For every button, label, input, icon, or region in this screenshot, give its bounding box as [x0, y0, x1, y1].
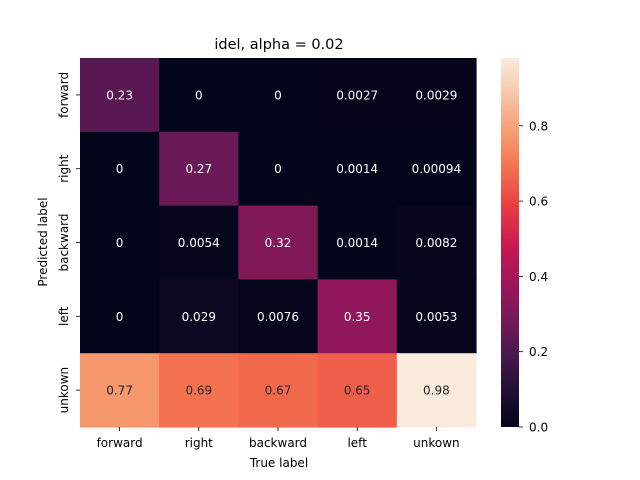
- colorbar-ticks: 0.0 0.2 0.4 0.6 0.8: [519, 119, 548, 435]
- heatmap-cell: [159, 353, 239, 428]
- heatmap-cell: [317, 279, 398, 354]
- y-axis-label: Predicted label: [36, 197, 50, 286]
- y-tick-label: forward: [57, 72, 71, 118]
- heatmap-cell-labels: 0.23 0 0 0.0027 0.0029 0 0.27 0 0.0014 0.00094 0 0.…: [106, 88, 461, 397]
- heatmap-cell-label: 0.69: [185, 384, 212, 398]
- x-tick-label: unkown: [413, 436, 460, 450]
- x-tick-label: left: [347, 436, 367, 450]
- heatmap-cell: [238, 279, 319, 354]
- heatmap-cell-label: 0.0076: [257, 310, 299, 324]
- heatmap-cell-label: 0: [274, 88, 282, 102]
- heatmap-cell-label: 0.67: [265, 384, 292, 398]
- heatmap-cell: [238, 58, 319, 133]
- heatmap-cell-label: 0.0053: [415, 310, 457, 324]
- heatmap-cell: [80, 58, 160, 133]
- heatmap-cell: [159, 279, 239, 354]
- heatmap-cells: [80, 58, 477, 428]
- x-tick-label: forward: [97, 436, 143, 450]
- heatmap-cell-label: 0.27: [185, 162, 212, 176]
- colorbar-tick-label: 0.0: [529, 421, 548, 435]
- heatmap-cell: [396, 58, 477, 133]
- heatmap-cell: [317, 205, 398, 280]
- colorbar-tick-label: 0.8: [529, 119, 548, 133]
- y-tick-label: unkown: [57, 367, 71, 414]
- heatmap-cell-label: 0.32: [265, 236, 292, 250]
- heatmap-cell: [80, 353, 160, 428]
- heatmap-cell-label: 0: [116, 162, 124, 176]
- y-tick-label: left: [57, 306, 71, 326]
- heatmap-cell-label: 0.0082: [415, 236, 457, 250]
- heatmap-cell-label: 0.77: [106, 384, 133, 398]
- heatmap-cell: [238, 353, 319, 428]
- heatmap-cell-label: 0.35: [344, 310, 371, 324]
- heatmap-cell-label: 0.0027: [336, 88, 378, 102]
- heatmap-cell-label: 0.029: [182, 310, 216, 324]
- heatmap-cell: [238, 205, 319, 280]
- heatmap-cell: [317, 353, 398, 428]
- heatmap-cell: [80, 205, 160, 280]
- heatmap-cell-label: 0: [195, 88, 203, 102]
- colorbar: [501, 58, 519, 427]
- heatmap-cell-label: 0.0029: [415, 88, 457, 102]
- x-axis-ticks: forward right backward left unkown: [97, 427, 460, 450]
- heatmap-cell: [80, 131, 160, 207]
- heatmap-cell: [159, 205, 239, 280]
- heatmap-cell: [396, 205, 477, 280]
- heatmap-cell: [317, 131, 398, 207]
- heatmap-cell: [159, 131, 239, 207]
- heatmap-cell-label: 0.00094: [412, 162, 462, 176]
- heatmap-cell: [396, 353, 477, 428]
- colorbar-tick-label: 0.6: [529, 195, 548, 209]
- heatmap-cell: [396, 131, 477, 207]
- heatmap-cell-label: 0: [116, 310, 124, 324]
- heatmap-cell-label: 0.0014: [336, 236, 378, 250]
- y-tick-label: right: [57, 154, 71, 182]
- colorbar-tick-label: 0.4: [529, 270, 548, 284]
- x-tick-label: backward: [249, 436, 307, 450]
- colorbar-tick-label: 0.2: [529, 345, 548, 359]
- heatmap-cell: [396, 279, 477, 354]
- y-tick-label: backward: [57, 213, 71, 271]
- chart-title: idel, alpha = 0.02: [214, 37, 343, 53]
- y-axis-ticks: forward right backward left unkown: [57, 72, 80, 413]
- heatmap-cell-label: 0: [274, 162, 282, 176]
- heatmap-cell-label: 0.65: [344, 384, 371, 398]
- heatmap-cell-label: 0.98: [423, 384, 450, 398]
- x-axis-label: True label: [249, 456, 308, 470]
- heatmap-cell-label: 0: [116, 236, 124, 250]
- heatmap-cell-label: 0.0054: [178, 236, 220, 250]
- heatmap-cell: [80, 279, 160, 354]
- heatmap-cell-label: 0.0014: [336, 162, 378, 176]
- heatmap-cell: [238, 131, 319, 207]
- x-tick-label: right: [185, 436, 213, 450]
- heatmap-cell-label: 0.23: [106, 88, 133, 102]
- heatmap-cell: [317, 58, 398, 133]
- heatmap-cell: [159, 58, 239, 133]
